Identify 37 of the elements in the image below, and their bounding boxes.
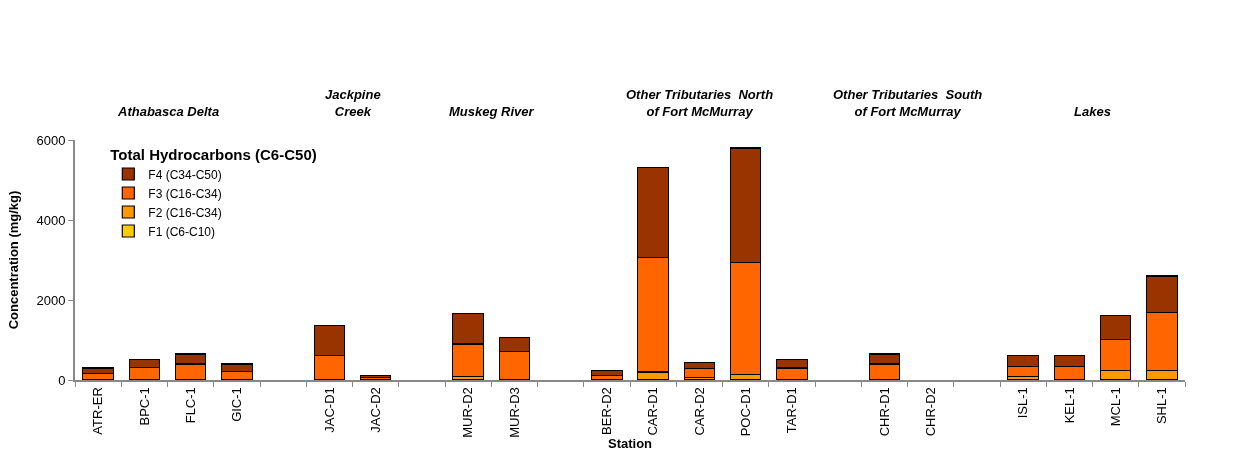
text: Muskeg River: [449, 104, 535, 119]
x-tick-label: CAR-D2: [691, 387, 707, 436]
x-tick-label: TAR-D1: [784, 387, 800, 434]
x-tick-label: MUR-D3: [506, 387, 522, 438]
legend-label: F2 (C16-C34): [148, 205, 222, 220]
x-tick-label: MUR-D2: [460, 387, 476, 438]
x-tick-label: JAC-D1: [321, 387, 337, 433]
bar: [591, 369, 623, 376]
x-axis-title: Station: [607, 435, 653, 451]
y-tick-label: 2000: [36, 292, 66, 308]
y-tick-label: 6000: [36, 132, 66, 148]
x-tick-label: CAR-D1: [645, 387, 661, 436]
x-tick-label: MCL-1: [1107, 387, 1123, 427]
x-tick-label: FLC-1: [182, 387, 198, 424]
x-tick-label: POC-D1: [737, 387, 753, 437]
x-tick-label: ISL-1: [1015, 387, 1031, 419]
y-tick-label: 0: [58, 372, 66, 388]
x-tick-label: SHL-1: [1154, 387, 1170, 425]
text: Other Tributaries South of Fort McMurray: [833, 87, 983, 119]
x-tick-label: BPC-1: [136, 387, 152, 426]
x-tick-label: CHR-D2: [922, 387, 938, 437]
text: Other Tributaries North of Fort McMurray: [626, 87, 774, 119]
x-tick-label: ATR-ER: [90, 387, 106, 435]
legend-label: F4 (C34-C50): [148, 167, 222, 182]
legend-label: F1 (C6-C10): [148, 224, 215, 239]
legend-title: Total Hydrocarbons (C6-C50): [110, 145, 317, 163]
x-tick-label: BER-D2: [599, 387, 615, 435]
text: Jackpine Creek: [325, 87, 381, 119]
text: Lakes: [1074, 104, 1111, 119]
x-tick-label: GIC-1: [229, 387, 245, 422]
x-tick-label: KEL-1: [1061, 387, 1077, 424]
x-tick-label: CHR-D1: [876, 387, 892, 437]
y-tick-label: 4000: [36, 212, 66, 228]
text: Athabasca Delta: [117, 104, 220, 119]
x-tick-label: JAC-D2: [367, 387, 383, 433]
legend-label: F3 (C16-C34): [148, 186, 222, 201]
y-axis-title: Concentration (mg/kg): [5, 190, 21, 330]
